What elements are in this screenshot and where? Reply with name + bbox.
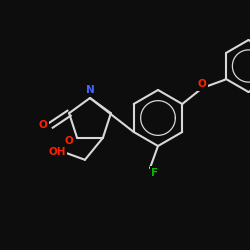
Text: F: F bbox=[152, 168, 158, 178]
Text: OH: OH bbox=[48, 147, 66, 157]
Text: N: N bbox=[86, 85, 94, 95]
Text: O: O bbox=[198, 79, 206, 89]
Text: O: O bbox=[39, 120, 48, 130]
Text: O: O bbox=[65, 136, 74, 146]
